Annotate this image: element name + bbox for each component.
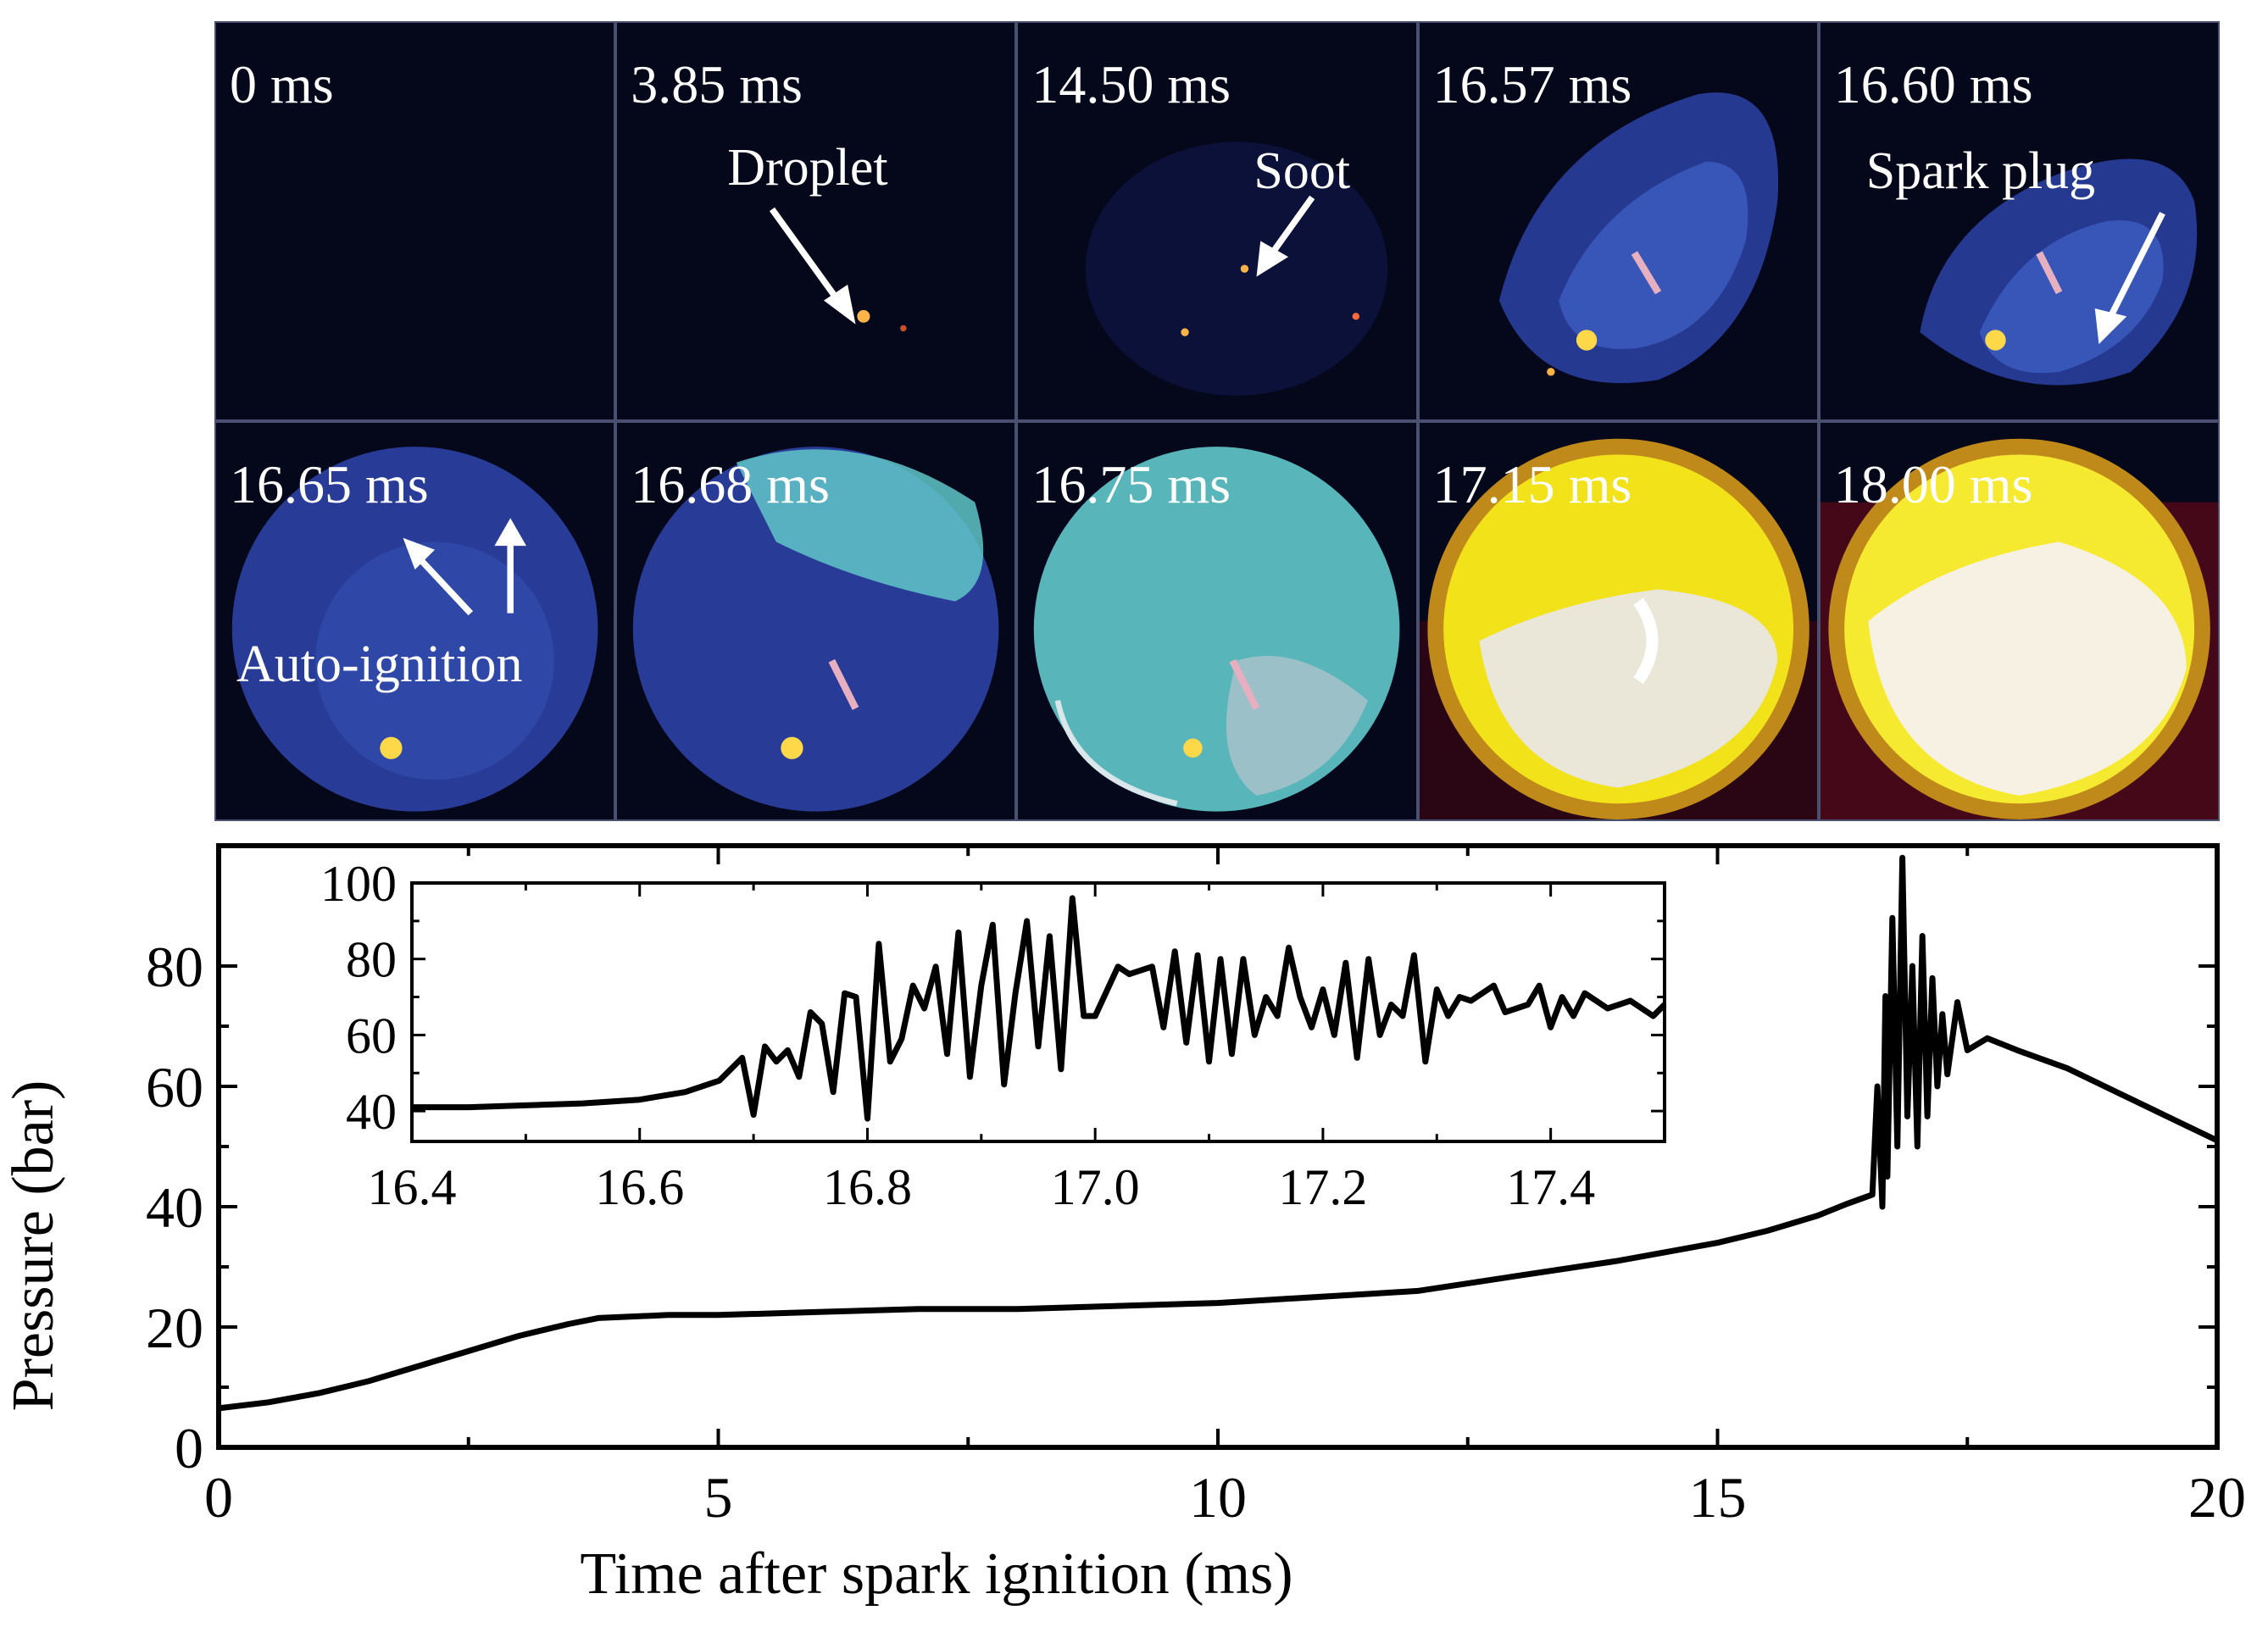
frame-time-label: 16.65 ms <box>230 454 429 514</box>
x-tick-label: 17.0 <box>1051 1159 1140 1215</box>
soot-annotation: Soot <box>1254 142 1351 200</box>
y-tick-label: 80 <box>346 932 397 988</box>
x-tick-label: 15 <box>1689 1465 1747 1530</box>
arrow-icon <box>1270 195 1315 255</box>
frame-image <box>216 23 614 419</box>
droplet-annotation: Droplet <box>727 139 888 197</box>
arrow-icon <box>412 551 474 616</box>
y-tick-label: 100 <box>320 856 397 912</box>
frame-7: 16.75 ms <box>1016 421 1418 821</box>
frame-image <box>1820 23 2218 419</box>
pressure-series-line <box>218 854 2219 1412</box>
frame-time-label: 3.85 ms <box>631 54 803 114</box>
arrow-icon <box>2104 211 2165 326</box>
y-tick-label: 60 <box>146 1055 203 1119</box>
auto-ignition-annotation: Auto-ignition <box>236 636 523 693</box>
x-axis-label: Time after spark ignition (ms) <box>580 1541 1292 1607</box>
y-tick-label: 40 <box>346 1084 397 1140</box>
frame-time-label: 16.57 ms <box>1432 54 1632 114</box>
frame-image <box>1419 23 1817 419</box>
y-tick-label: 40 <box>146 1175 203 1240</box>
frame-time-label: 17.15 ms <box>1432 454 1632 514</box>
frame-8: 17.15 ms <box>1417 421 1819 821</box>
frame-5: 16.65 ms Auto-ignition <box>214 421 616 821</box>
inset-plot: 16.4 16.6 16.8 17.0 17.2 17.4 40 60 80 100 <box>320 856 1667 1215</box>
frame-image <box>1018 23 1416 419</box>
frame-0: 0 ms <box>214 21 616 421</box>
x-tick-label: 17.4 <box>1506 1159 1595 1215</box>
y-tick-label: 80 <box>146 935 203 999</box>
x-tick-label: 16.8 <box>823 1159 912 1215</box>
x-tick-label: 20 <box>2188 1465 2246 1530</box>
x-tick-label: 16.6 <box>595 1159 684 1215</box>
frame-2: 14.50 ms Soot <box>1016 21 1418 421</box>
frame-3: 16.57 ms <box>1417 21 1819 421</box>
y-tick-label: 0 <box>175 1416 203 1480</box>
high-speed-image-grid: 0 ms 3.85 ms Droplet <box>214 21 2220 821</box>
frame-image <box>1419 423 1817 819</box>
arrow-icon <box>770 207 847 311</box>
frame-time-label: 18.00 ms <box>1833 454 2033 514</box>
y-tick-label: 60 <box>346 1008 397 1063</box>
frame-time-label: 16.75 ms <box>1031 454 1231 514</box>
frame-time-label: 14.50 ms <box>1031 54 1231 114</box>
y-tick-label: 20 <box>146 1296 203 1360</box>
spark-plug-annotation: Spark plug <box>1865 142 2096 200</box>
frame-4: 16.60 ms Spark plug <box>1818 21 2220 421</box>
x-tick-label: 0 <box>204 1465 233 1530</box>
x-tick-label: 17.2 <box>1278 1159 1367 1215</box>
frame-time-label: 0 ms <box>230 54 334 114</box>
frame-image <box>216 423 614 819</box>
frame-9: 18.00 ms <box>1818 421 2220 821</box>
x-tick-label: 5 <box>704 1465 733 1530</box>
x-tick-label: 10 <box>1189 1465 1247 1530</box>
frame-1: 3.85 ms Droplet <box>615 21 1017 421</box>
frame-time-label: 16.68 ms <box>631 454 830 514</box>
frame-image <box>617 423 1015 819</box>
frame-6: 16.68 ms <box>615 421 1017 821</box>
x-tick-label: 16.4 <box>368 1159 457 1215</box>
frame-image <box>1018 423 1416 819</box>
pressure-series-line <box>412 895 1667 1122</box>
pressure-chart: 0 5 10 15 20 0 20 40 60 80 16.4 16.6 16.8 17.0 17.2 17… <box>1 843 2246 1607</box>
frame-image <box>617 23 1015 419</box>
frame-time-label: 16.60 ms <box>1833 54 2033 114</box>
y-axis-label: Pressure (bar) <box>1 1080 66 1412</box>
frame-image <box>1820 423 2218 819</box>
